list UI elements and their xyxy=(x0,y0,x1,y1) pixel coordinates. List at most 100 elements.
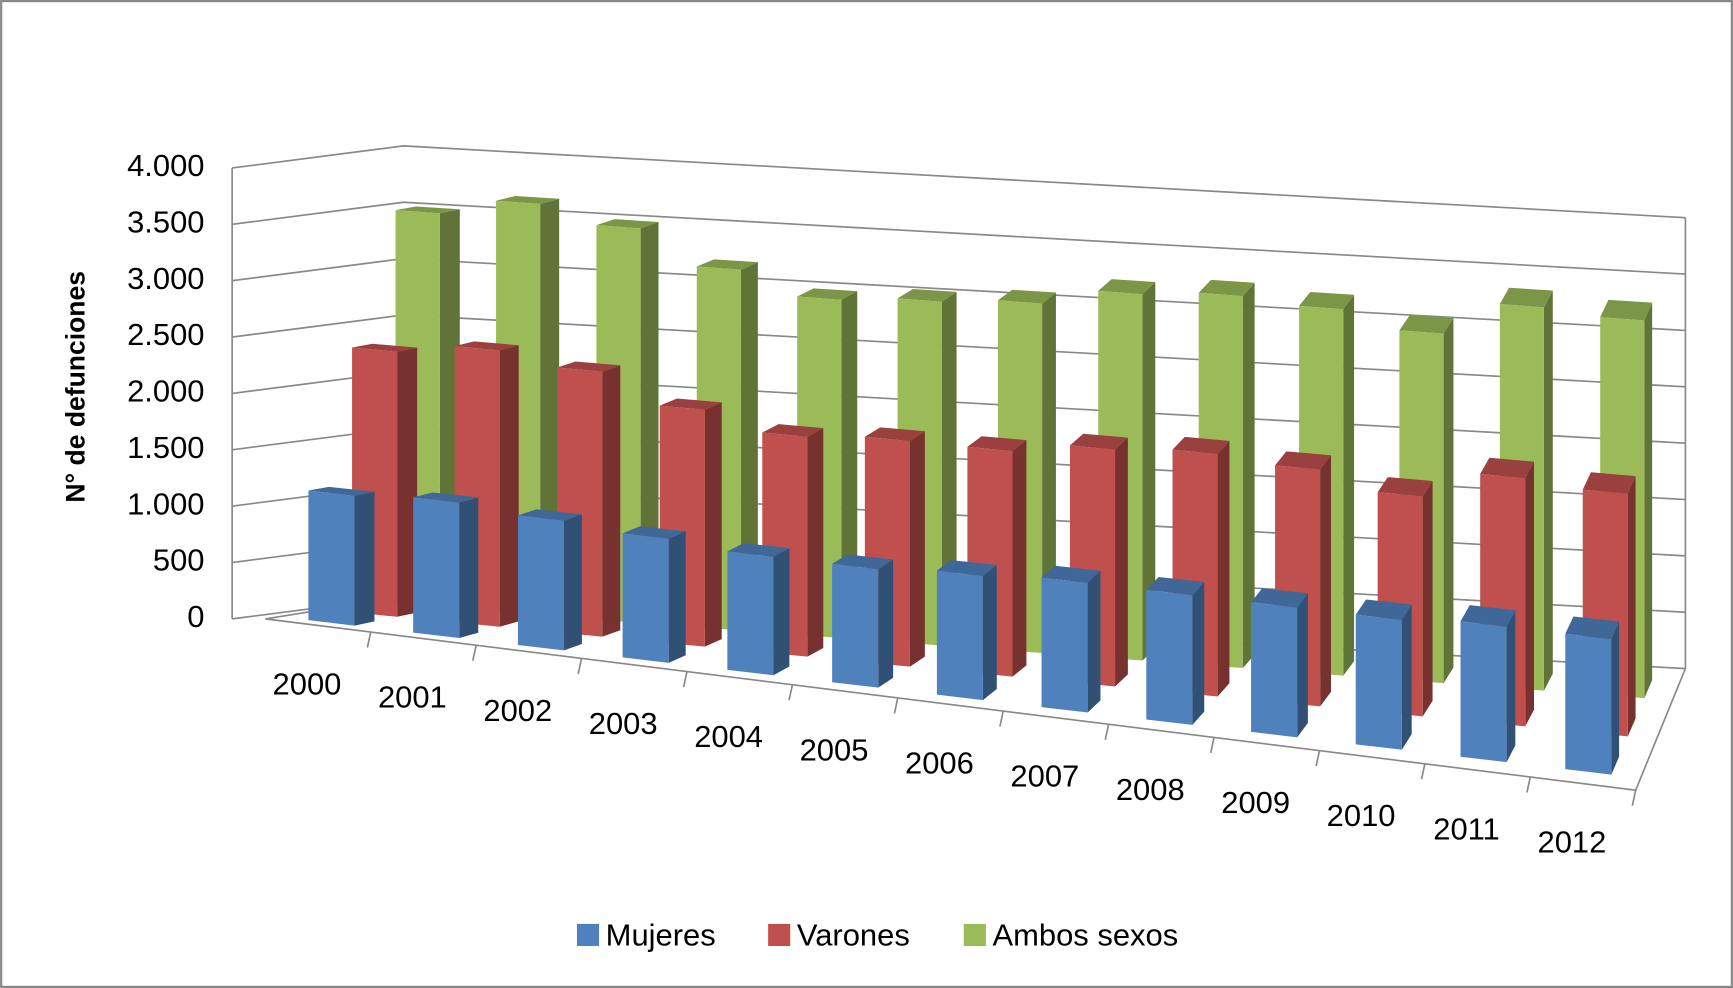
bar-side xyxy=(941,291,957,646)
x-tick-label: 2001 xyxy=(378,680,447,715)
bar-top xyxy=(1275,451,1331,470)
x-tick-label: 2010 xyxy=(1327,798,1396,833)
bar-top xyxy=(1565,616,1620,640)
bar-side xyxy=(1042,292,1056,654)
y-tick-label: 3.500 xyxy=(127,205,204,240)
bar-side xyxy=(1401,604,1412,750)
bar-side xyxy=(1627,476,1636,737)
bar-top xyxy=(596,219,659,229)
bar-top xyxy=(1377,477,1433,497)
bar-top xyxy=(1399,315,1454,334)
bar xyxy=(1460,621,1507,763)
legend-swatch xyxy=(963,923,986,947)
bar-side xyxy=(878,559,894,688)
x-tick-label: 2000 xyxy=(273,666,342,701)
x-tick-label: 2005 xyxy=(800,732,869,767)
bar-side xyxy=(1087,570,1101,713)
x-tick xyxy=(1209,737,1215,754)
bar xyxy=(308,490,355,626)
bar-top xyxy=(413,492,479,503)
bar-side xyxy=(982,565,997,701)
bar-side xyxy=(354,491,375,626)
bar-top xyxy=(395,206,460,214)
bar xyxy=(413,497,460,639)
bar-top xyxy=(936,560,997,577)
y-axis-title: N° de defunciones xyxy=(60,271,90,503)
bar-side xyxy=(1443,318,1454,684)
bar xyxy=(936,570,983,701)
legend-label: Varones xyxy=(797,917,910,952)
bar-side xyxy=(640,222,659,623)
bar-top xyxy=(1499,287,1553,308)
bar-top xyxy=(1299,291,1355,310)
x-tick xyxy=(682,671,688,688)
bar-side xyxy=(1242,282,1255,669)
bar-top xyxy=(1069,433,1128,450)
x-tick-label: 2004 xyxy=(694,719,763,754)
x-tick xyxy=(788,684,794,701)
legend-swatch xyxy=(576,923,600,947)
grid-line xyxy=(232,145,1686,219)
bar-side xyxy=(807,428,824,657)
bar-top xyxy=(308,486,375,496)
y-tick-label: 2.000 xyxy=(127,374,204,409)
bar-top xyxy=(1172,436,1230,455)
bar xyxy=(517,515,565,651)
bar-top xyxy=(496,195,560,205)
x-tick xyxy=(577,658,583,675)
bar-top xyxy=(864,427,925,442)
bar-side xyxy=(1297,593,1308,738)
bar-side xyxy=(1320,455,1331,707)
x-tick-label: 2007 xyxy=(1010,759,1079,794)
bar-top xyxy=(1198,279,1255,297)
x-tick xyxy=(999,710,1005,727)
bar-top xyxy=(1098,279,1156,295)
x-tick xyxy=(893,697,899,714)
bar-side xyxy=(1217,440,1230,697)
bar-top xyxy=(622,526,686,539)
bar-side xyxy=(602,365,621,637)
bar-top xyxy=(1355,599,1412,621)
bar-side xyxy=(1142,282,1156,661)
bar-side xyxy=(1525,461,1535,727)
bar-top xyxy=(659,398,722,410)
x-tick xyxy=(1526,776,1532,793)
bar-side xyxy=(773,548,790,676)
y-tick-label: 2.500 xyxy=(127,317,204,352)
y-tick-label: 500 xyxy=(153,543,205,578)
bar-side xyxy=(1506,610,1516,763)
bar-top xyxy=(1460,605,1516,627)
bar-side xyxy=(459,497,479,639)
x-tick-label: 2008 xyxy=(1116,772,1185,807)
bar-side xyxy=(909,431,925,667)
bar-top xyxy=(352,343,418,352)
y-tick-label: 4.000 xyxy=(127,148,204,183)
bar-side xyxy=(1543,290,1553,691)
bar-top xyxy=(1251,588,1308,608)
bar-side xyxy=(564,514,582,651)
bar-side xyxy=(1644,302,1653,699)
x-tick xyxy=(472,645,477,661)
bar xyxy=(1041,577,1088,713)
bar-top xyxy=(762,424,824,437)
x-tick xyxy=(366,631,372,648)
bar xyxy=(1146,589,1193,725)
x-tick xyxy=(1631,790,1637,806)
x-tick-label: 2009 xyxy=(1221,785,1290,820)
bar-side xyxy=(499,345,519,627)
bar-side xyxy=(1192,581,1205,725)
bar-top xyxy=(897,288,957,302)
bar-top xyxy=(997,289,1056,304)
bar-side xyxy=(740,262,758,631)
y-tick-label: 3.000 xyxy=(127,261,204,296)
bar-top xyxy=(1480,457,1535,479)
bar-top xyxy=(967,436,1027,452)
bar-side xyxy=(1115,437,1128,687)
bar-top xyxy=(727,543,790,557)
bar-side xyxy=(668,531,686,663)
bar-side xyxy=(1343,294,1355,676)
x-tick-label: 2012 xyxy=(1538,825,1607,860)
x-tick-label: 2011 xyxy=(1433,811,1500,846)
bar-side xyxy=(397,347,418,617)
